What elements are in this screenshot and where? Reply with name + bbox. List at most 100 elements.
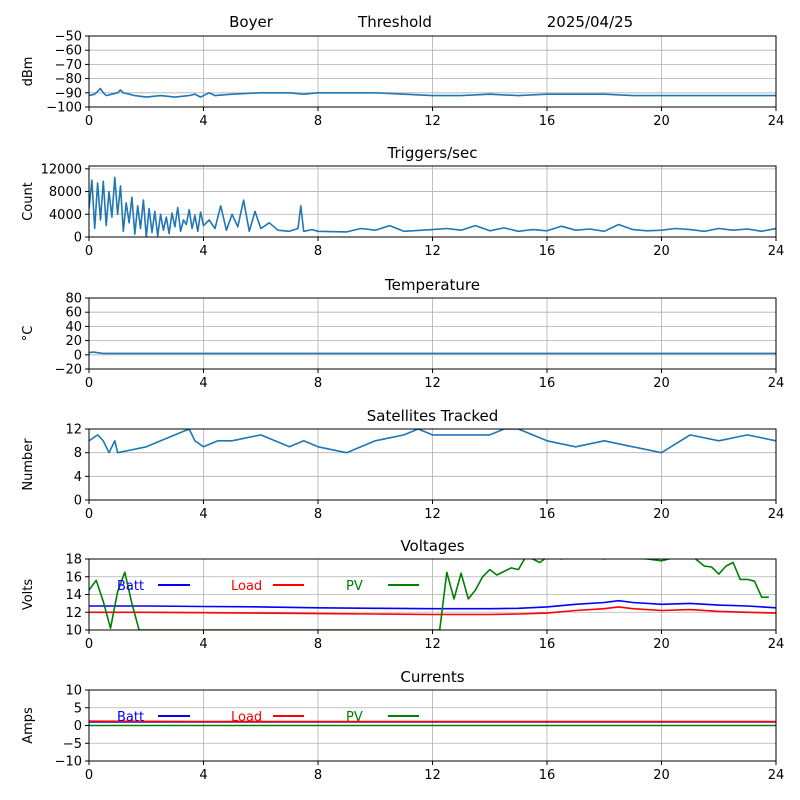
panel-triggers: 0 4 8 12 16 20 24 0 4000 8000 12000 Triggers/sec Cou… bbox=[21, 144, 784, 259]
y-tick-label: 12 bbox=[65, 606, 82, 621]
x-tick-label: 0 bbox=[85, 376, 93, 391]
series-line bbox=[89, 176, 776, 237]
y-tick-label: −80 bbox=[55, 72, 82, 87]
y-tick-label: −60 bbox=[55, 44, 82, 59]
x-tick-label: 24 bbox=[768, 637, 785, 652]
x-tick-label: 12 bbox=[424, 507, 441, 522]
series-line-batt bbox=[89, 599, 776, 610]
x-tick-label: 16 bbox=[539, 114, 556, 129]
y-axis-label: Number bbox=[21, 438, 36, 491]
x-tick-label: 20 bbox=[653, 637, 670, 652]
x-tick-label: 20 bbox=[653, 507, 670, 522]
y-axis-label: °C bbox=[21, 326, 36, 342]
legend-label-pv: PV bbox=[346, 710, 363, 725]
x-tick-label: 0 bbox=[85, 244, 93, 259]
x-tick-label: 12 bbox=[424, 376, 441, 391]
y-tick-label: 60 bbox=[65, 306, 82, 321]
x-tick-label: 12 bbox=[424, 768, 441, 783]
x-tick-label: 12 bbox=[424, 244, 441, 259]
y-tick-label: 0 bbox=[74, 348, 82, 363]
x-tick-label: 4 bbox=[199, 114, 207, 129]
x-tick-label: 16 bbox=[539, 376, 556, 391]
y-tick-label: −20 bbox=[55, 363, 82, 378]
x-tick-label: 8 bbox=[314, 507, 322, 522]
x-tick-label: 24 bbox=[768, 768, 785, 783]
panel-currents: 0 4 8 12 16 20 24 −10 −5 0 5 10 Currents Amps Batt Load… bbox=[21, 668, 784, 783]
x-tick-label: 4 bbox=[199, 507, 207, 522]
y-tick-label: −50 bbox=[55, 30, 82, 45]
y-tick-label: 18 bbox=[65, 553, 82, 568]
panel-signal: 0 4 8 12 16 20 24 −100−90−80−70−60−50 dBm bbox=[21, 30, 784, 130]
header-station: Boyer bbox=[229, 13, 274, 31]
x-tick-label: 20 bbox=[653, 244, 670, 259]
y-tick-label: 4 bbox=[74, 470, 82, 485]
x-tick-label: 4 bbox=[199, 376, 207, 391]
legend-label-batt: Batt bbox=[117, 579, 144, 594]
x-tick-label: 16 bbox=[539, 768, 556, 783]
y-tick-label: 10 bbox=[65, 684, 82, 699]
x-tick-label: 12 bbox=[424, 114, 441, 129]
x-tick-label: 4 bbox=[199, 244, 207, 259]
y-tick-label: 0 bbox=[74, 719, 82, 734]
y-tick-label: 14 bbox=[65, 588, 82, 603]
legend-label-batt: Batt bbox=[117, 710, 144, 725]
header-mode: Threshold bbox=[357, 13, 432, 31]
y-axis-label: Amps bbox=[21, 707, 36, 744]
x-tick-label: 0 bbox=[85, 637, 93, 652]
panel-satellites: 0 4 8 12 16 20 24 0 4 8 12 Satellites Tracked Number bbox=[21, 407, 784, 522]
y-tick-label: 80 bbox=[65, 292, 82, 307]
y-tick-label: 5 bbox=[74, 701, 82, 716]
x-tick-label: 12 bbox=[424, 637, 441, 652]
panel-title: Voltages bbox=[400, 537, 464, 555]
y-tick-label: 12 bbox=[65, 423, 82, 438]
x-tick-label: 16 bbox=[539, 244, 556, 259]
header-date: 2025/04/25 bbox=[547, 13, 633, 31]
y-tick-label: −10 bbox=[55, 755, 82, 770]
x-tick-label: 24 bbox=[768, 244, 785, 259]
y-tick-label: 10 bbox=[65, 624, 82, 639]
series-line-load bbox=[89, 606, 776, 616]
y-axis-label: Volts bbox=[21, 579, 36, 611]
series-line-pv bbox=[89, 559, 769, 630]
x-tick-label: 0 bbox=[85, 768, 93, 783]
x-tick-label: 20 bbox=[653, 114, 670, 129]
y-tick-label: −90 bbox=[55, 86, 82, 101]
legend-label-pv: PV bbox=[346, 579, 363, 594]
y-tick-label: −5 bbox=[63, 737, 82, 752]
x-tick-label: 20 bbox=[653, 768, 670, 783]
x-tick-label: 8 bbox=[314, 768, 322, 783]
y-tick-label: −100 bbox=[46, 101, 82, 116]
x-tick-label: 8 bbox=[314, 376, 322, 391]
x-tick-label: 8 bbox=[314, 244, 322, 259]
y-axis-label: Count bbox=[21, 182, 36, 221]
x-tick-label: 20 bbox=[653, 376, 670, 391]
y-tick-label: 16 bbox=[65, 570, 82, 585]
panel-title: Satellites Tracked bbox=[367, 407, 498, 425]
series-line bbox=[89, 351, 776, 355]
x-tick-label: 24 bbox=[768, 114, 785, 129]
y-axis-label: dBm bbox=[21, 57, 36, 87]
y-tick-label: 8000 bbox=[49, 185, 82, 200]
x-tick-label: 8 bbox=[314, 114, 322, 129]
x-tick-label: 16 bbox=[539, 637, 556, 652]
panel-voltages: 0 4 8 12 16 20 24 10 12 14 16 18 Voltages Volts Batt Lo… bbox=[21, 537, 784, 652]
x-tick-label: 8 bbox=[314, 637, 322, 652]
legend-label-load: Load bbox=[231, 710, 262, 725]
y-tick-label: −70 bbox=[55, 58, 82, 73]
panel-title: Currents bbox=[400, 668, 464, 686]
y-tick-label: 4000 bbox=[49, 208, 82, 223]
x-tick-label: 24 bbox=[768, 376, 785, 391]
series-line bbox=[89, 87, 776, 98]
y-tick-label: 40 bbox=[65, 320, 82, 335]
y-tick-label: 0 bbox=[74, 494, 82, 509]
y-tick-label: 12000 bbox=[41, 162, 82, 177]
panel-title: Triggers/sec bbox=[387, 144, 478, 162]
y-tick-label: 0 bbox=[74, 231, 82, 246]
y-tick-label: 8 bbox=[74, 446, 82, 461]
x-tick-label: 4 bbox=[199, 768, 207, 783]
y-tick-label: 20 bbox=[65, 334, 82, 349]
x-tick-label: 0 bbox=[85, 114, 93, 129]
